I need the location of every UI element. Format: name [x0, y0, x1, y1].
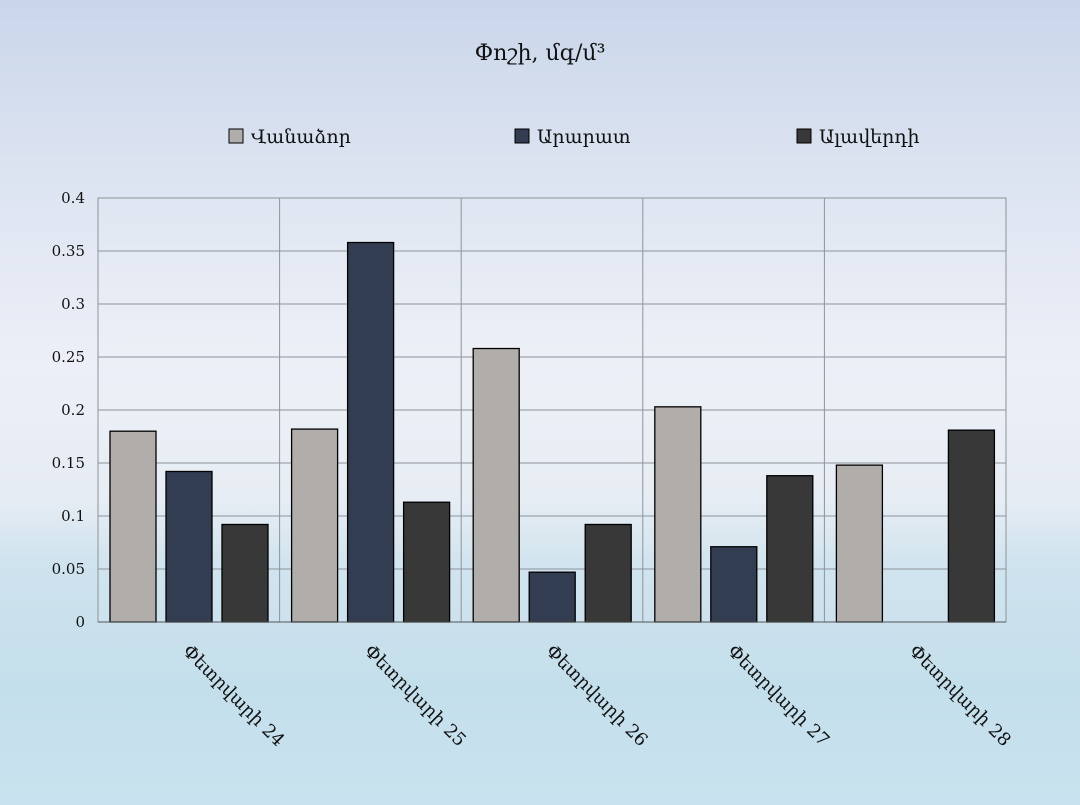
chart-title: Փոշի, մգ/մ³ — [475, 41, 606, 66]
bar-2-1 — [165, 470, 213, 623]
bar-1-3 — [472, 347, 520, 623]
plot-area: 0 0.05 0.1 0.15 0.2 0.25 0.3 0.35 0.4 Փետրվարի 24… — [52, 189, 1015, 751]
bar-3-3 — [584, 523, 632, 623]
bar-3-2 — [402, 501, 451, 623]
y-tick-label: 0.4 — [61, 189, 85, 207]
x-category-label: Փետրվարի 27 — [723, 641, 833, 751]
bar-1-1 — [109, 430, 157, 623]
y-tick-label: 0.35 — [52, 242, 85, 260]
bar-3-4 — [766, 475, 814, 623]
x-category-label: Փետրվարի 24 — [178, 641, 288, 751]
bar-2-2 — [346, 241, 395, 623]
y-tick-label: 0.15 — [52, 454, 85, 472]
legend-swatch — [796, 128, 812, 144]
bar-2-4 — [710, 546, 758, 623]
bar-2-3 — [528, 571, 576, 623]
y-tick-label: 0.2 — [61, 401, 85, 419]
bar-1-2 — [290, 428, 339, 623]
y-tick-label: 0.3 — [61, 295, 85, 313]
legend: Վանաձոր Արարատ Ալավերդի — [228, 126, 920, 148]
legend-label: Վանաձոր — [251, 126, 351, 148]
legend-swatch — [228, 128, 244, 144]
y-tick-label: 0.25 — [52, 348, 85, 366]
y-tick-label: 0.1 — [61, 507, 85, 525]
bar-3-1 — [221, 523, 269, 623]
x-category-label: Փետրվարի 28 — [905, 641, 1015, 751]
x-category-label: Փետրվարի 25 — [360, 641, 470, 751]
y-tick-label: 0.05 — [52, 560, 85, 578]
bar-3-5 — [947, 429, 996, 623]
legend-label: Ալավերդի — [819, 126, 920, 148]
legend-swatch — [514, 128, 530, 144]
x-category-label: Փետրվարի 26 — [541, 641, 651, 751]
bar-1-5 — [835, 464, 884, 623]
bar-1-4 — [654, 406, 702, 623]
legend-label: Արարատ — [537, 126, 631, 148]
y-tick-label: 0 — [75, 613, 85, 631]
